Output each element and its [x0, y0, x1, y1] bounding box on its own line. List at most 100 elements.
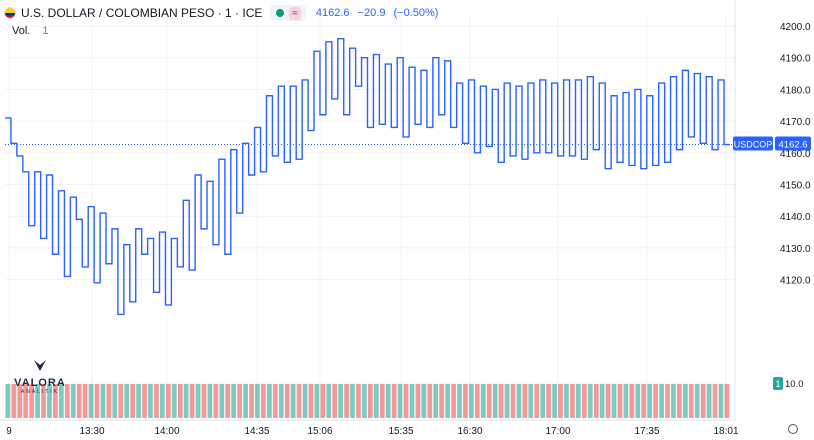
volume-bar	[617, 383, 623, 418]
volume-bar	[5, 383, 11, 418]
volume-bar	[177, 383, 183, 418]
volume-bar	[623, 383, 629, 418]
volume-bar	[463, 383, 468, 418]
logo-mark	[34, 360, 46, 371]
volume-bar	[611, 383, 617, 418]
volume-bar	[718, 383, 724, 418]
volume-bar	[659, 383, 664, 418]
volume-bar	[183, 383, 189, 418]
settings-gear-icon[interactable]	[788, 424, 798, 434]
x-tick-label: 14:00	[154, 426, 179, 437]
valora-logo-icon: VALORA ANALITIK	[8, 358, 72, 395]
volume-bar	[142, 383, 147, 418]
volume-bar	[469, 383, 474, 418]
volume-bar	[439, 383, 445, 418]
volume-bar	[427, 383, 433, 418]
volume-bar	[118, 383, 124, 418]
volume-bar	[154, 383, 159, 418]
volume-bar	[278, 383, 284, 418]
volume-bar	[213, 383, 219, 418]
price-line	[5, 37, 730, 316]
status-dot-icon	[276, 9, 285, 17]
volume-legend: Vol. 1	[12, 25, 48, 37]
volume-bar	[403, 383, 409, 418]
volume-bar	[350, 383, 355, 418]
volume-bar	[528, 383, 534, 418]
y-tick-label: 4150.0	[780, 181, 811, 192]
volume-bar	[445, 383, 450, 418]
volume-bar	[338, 383, 344, 418]
volume-bar	[272, 383, 278, 418]
volume-bar	[284, 383, 290, 418]
volume-bar	[599, 383, 605, 418]
symbol-badge-label: USDCOP	[734, 140, 773, 150]
volume-bar	[160, 383, 165, 418]
status-pill[interactable]: ≈	[270, 5, 306, 21]
volume-bar	[261, 383, 266, 418]
volume-bar	[106, 383, 112, 418]
volume-bar	[486, 383, 492, 418]
volume-bar	[510, 383, 516, 418]
volume-bar	[290, 383, 296, 418]
volume-bar	[415, 383, 421, 418]
volume-bar	[552, 383, 557, 418]
volume-bar	[76, 383, 82, 418]
volume-bar	[540, 383, 546, 418]
volume-bar	[712, 383, 718, 418]
approx-icon: ≈	[289, 6, 301, 20]
volume-bar	[320, 383, 326, 418]
volume-count-label: 1	[775, 379, 780, 389]
volume-count-badge	[773, 377, 783, 390]
volume-bar	[124, 383, 130, 418]
volume-value: 1	[42, 25, 49, 37]
volume-bar	[397, 383, 403, 418]
symbol-badge	[733, 136, 773, 151]
volume-bar	[641, 383, 647, 418]
volume-bar	[249, 383, 254, 418]
volume-bar	[558, 383, 563, 418]
y-tick-label: 4200.0	[780, 22, 811, 33]
symbol-title[interactable]: U.S. DOLLAR / COLOMBIAN PESO · 1 · ICE	[21, 6, 263, 20]
last-price: 4162.6	[315, 7, 350, 19]
volume-bar	[237, 383, 243, 418]
volume-bar	[605, 383, 611, 418]
volume-bar	[225, 383, 231, 418]
price-change: −20.9	[357, 7, 386, 19]
volume-bar	[148, 383, 153, 418]
volume-bar	[593, 383, 599, 418]
logo-sub: ANALITIK	[20, 389, 60, 395]
volume-bar	[724, 383, 730, 418]
x-tick-label: 15:06	[307, 426, 332, 437]
volume-bar	[457, 383, 462, 418]
volume-bar	[100, 383, 106, 418]
volume-bar	[575, 383, 581, 418]
price-badge-label: 4162.6	[778, 140, 807, 151]
volume-bar	[421, 383, 427, 418]
x-tick-label: 15:35	[388, 426, 413, 437]
volume-bar	[534, 383, 540, 418]
volume-bar	[255, 383, 260, 418]
volume-bar	[58, 383, 64, 418]
volume-bar	[647, 383, 653, 418]
volume-bar	[266, 383, 272, 418]
volume-bar	[112, 383, 118, 418]
volume-bar	[362, 383, 367, 418]
logo-name: VALORA	[14, 377, 66, 389]
volume-bar	[635, 383, 641, 418]
volume-bar	[314, 383, 320, 418]
volume-bar	[53, 383, 58, 418]
volume-bar	[88, 383, 94, 418]
volume-bar	[570, 383, 575, 418]
volume-bar	[136, 383, 141, 418]
volume-bar	[391, 383, 397, 418]
volume-bar	[480, 383, 486, 418]
ohlc-values: 4162.6 −20.9 (−0.50%)	[316, 7, 444, 19]
volume-bar	[682, 383, 688, 418]
volume-bar	[587, 383, 593, 418]
volume-bar	[564, 383, 569, 418]
chart-header: U.S. DOLLAR / COLOMBIAN PESO · 1 · ICE ≈…	[4, 4, 443, 22]
volume-bar	[671, 383, 676, 418]
volume-bar	[385, 383, 391, 418]
volume-bar	[296, 383, 302, 418]
